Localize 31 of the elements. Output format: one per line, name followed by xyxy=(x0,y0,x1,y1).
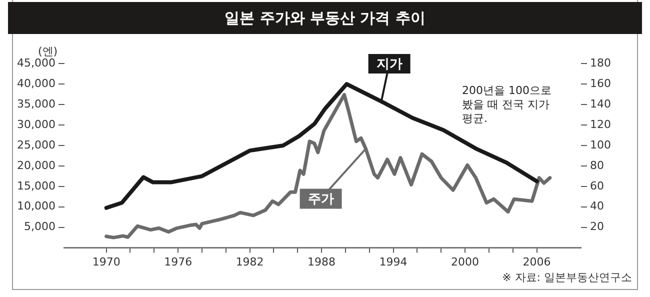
y2-tick-label: 160 xyxy=(590,76,612,90)
annotation: 200년을 100으로 봤을 때 전국 지가 평균. xyxy=(462,84,552,126)
x-tick-label: 1976 xyxy=(164,255,192,268)
y2-tick-label: 120 xyxy=(590,118,612,131)
chart-title: 일본 주가와 부동산 가격 추이 xyxy=(8,2,642,34)
series-label: 지가 xyxy=(376,56,402,72)
x-tick-label: 1994 xyxy=(379,255,408,268)
y2-tick-label: 100 xyxy=(590,138,612,152)
y-tick-label: 35,000 xyxy=(16,97,56,110)
text: ※ 자료: 일본부동산연구소 xyxy=(502,270,632,285)
y2-tick-label: 180 xyxy=(590,56,612,70)
x-tick-label: 2000 xyxy=(451,255,480,268)
y-axis-title: (엔) xyxy=(38,44,58,58)
y2-tick-label: 140 xyxy=(590,97,612,110)
y-tick-label: 45,000 xyxy=(16,56,56,70)
series-label: 주가 xyxy=(308,192,334,208)
y2-tick-label: 60 xyxy=(590,179,604,192)
y2-tick-label: 20 xyxy=(590,220,604,234)
y2-tick-label: 40 xyxy=(590,200,604,213)
y-tick-label: 10,000 xyxy=(16,200,56,213)
x-tick-label: 1982 xyxy=(236,255,264,268)
x-tick-label: 1970 xyxy=(92,255,120,268)
y-tick-label: 15,000 xyxy=(16,179,56,192)
y-tick-label: 20,000 xyxy=(16,158,56,172)
y2-tick-label: 80 xyxy=(590,158,604,172)
y-tick-label: 40,000 xyxy=(16,76,56,90)
y-tick-label: 25,000 xyxy=(16,138,56,152)
x-tick-label: 1988 xyxy=(308,255,336,268)
x-tick-label: 2006 xyxy=(522,255,551,268)
y-tick-label: 30,000 xyxy=(16,118,56,131)
y-tick-label: 5,000 xyxy=(24,220,56,234)
